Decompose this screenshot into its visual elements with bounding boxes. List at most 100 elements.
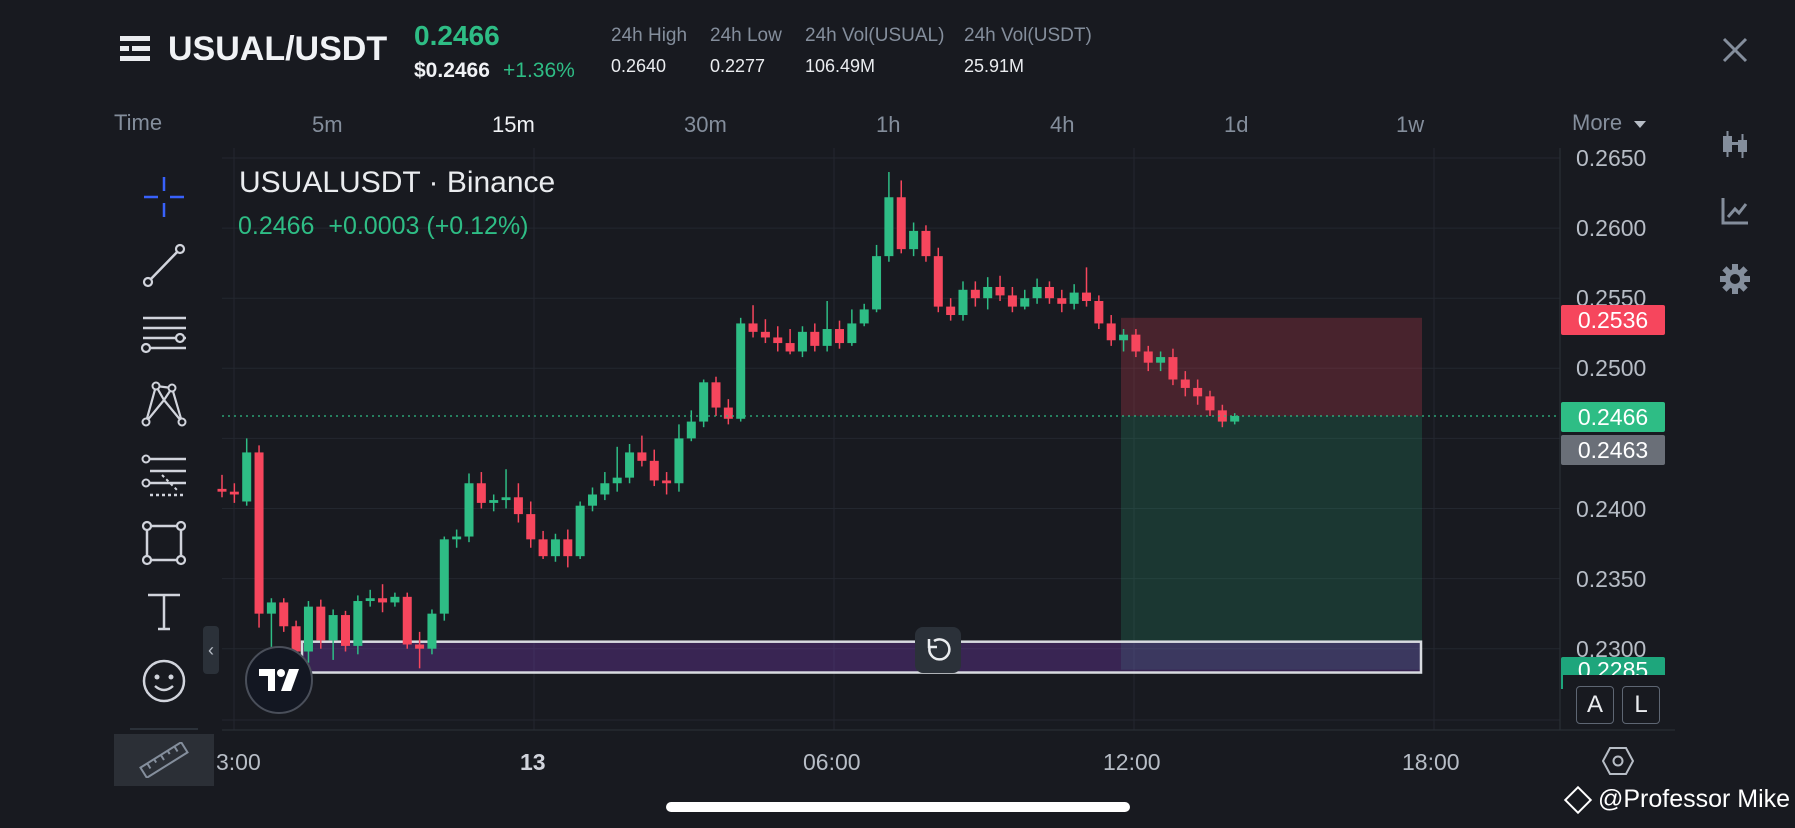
chart-title: USUALUSDT · Binance (239, 166, 556, 199)
tab-4h[interactable]: 4h (1050, 112, 1075, 137)
candle-body (353, 601, 363, 646)
x-tick-label: 13 (520, 749, 546, 775)
candle-body (859, 309, 869, 324)
y-tick-label: 0.2650 (1576, 145, 1647, 171)
candle-body (612, 477, 622, 484)
rectangle-tool[interactable] (134, 517, 194, 569)
tab-15m[interactable]: 15m (492, 112, 535, 137)
tab-1h[interactable]: 1h (876, 112, 901, 137)
candle-body (958, 289, 968, 316)
close-icon[interactable] (1721, 36, 1749, 64)
stat-value-vol-quote: 25.91M (964, 56, 1025, 76)
x-tick-label: 12:00 (1103, 749, 1161, 775)
candle-body (538, 539, 548, 557)
candle-body (242, 452, 252, 502)
gear-icon[interactable] (1719, 263, 1751, 295)
candle-body (1230, 415, 1240, 422)
tab-1w[interactable]: 1w (1396, 112, 1425, 137)
candle-body (476, 483, 486, 503)
reset-icon (927, 638, 951, 661)
candle-body (810, 331, 820, 346)
candle-body (217, 488, 227, 492)
candle-body (229, 491, 239, 495)
watermark: @Professor Mike (1563, 785, 1790, 815)
candle-body (266, 602, 276, 614)
x-tick-label: 3:00 (216, 749, 261, 775)
candle-body (402, 596, 412, 645)
more-dropdown[interactable]: More (1572, 110, 1647, 136)
candle-body (847, 323, 857, 344)
candle-body (452, 536, 462, 540)
reset-chart-button[interactable] (915, 627, 961, 673)
emoji-tool[interactable] (134, 655, 194, 707)
candle-body (711, 382, 721, 408)
y-tick-label: 0.2500 (1576, 355, 1647, 381)
candle-body (526, 514, 536, 540)
candle-body (946, 306, 956, 316)
trend-line-tool[interactable] (134, 239, 194, 291)
log-scale-button[interactable]: L (1622, 686, 1660, 724)
candle-body (686, 421, 696, 439)
axis-settings-icon[interactable] (1601, 746, 1635, 776)
candle-body (699, 382, 709, 422)
candle-body (439, 539, 449, 614)
stop-loss-zone (1121, 317, 1422, 416)
collapse-toolbar-button[interactable]: ‹ (203, 626, 219, 674)
candle-body (662, 480, 672, 484)
candle-body (513, 497, 523, 515)
stop-price-tag: 0.2536 (1561, 305, 1665, 335)
candle-body (1156, 357, 1166, 363)
candle-body (1057, 298, 1067, 304)
y-tick-label: 0.2400 (1576, 496, 1647, 522)
candle-body (674, 438, 684, 484)
prediction-tool[interactable] (134, 449, 194, 501)
candle-body (427, 613, 437, 649)
menu-icon[interactable] (120, 34, 152, 66)
candle-body (378, 598, 388, 603)
text-tool[interactable] (134, 585, 194, 637)
candle-body (785, 343, 795, 352)
last-price: 0.2466 (414, 20, 500, 51)
home-indicator (666, 802, 1130, 812)
stat-label-low: 24h Low (710, 25, 782, 46)
ruler-tool[interactable] (114, 734, 214, 786)
tradingview-logo (245, 646, 313, 714)
tab-1d[interactable]: 1d (1224, 112, 1249, 137)
candle-body (773, 337, 783, 344)
x-tick-label: 06:00 (803, 749, 861, 775)
candle-body (723, 407, 733, 419)
stat-label-vol-quote: 24h Vol(USDT) (964, 25, 1092, 46)
candle-body (341, 615, 350, 646)
auto-scale-button[interactable]: A (1576, 686, 1614, 724)
candle-body (415, 644, 425, 649)
indicator-icon[interactable] (1719, 195, 1751, 227)
candle-body (995, 286, 1005, 296)
candle-body (1106, 323, 1116, 341)
fib-retracement-tool[interactable] (134, 308, 194, 360)
candle-body (489, 500, 499, 503)
candle-body (649, 460, 659, 481)
candlestick-icon[interactable] (1719, 128, 1753, 162)
candle-body (1205, 396, 1215, 411)
tab-5m[interactable]: 5m (312, 112, 343, 137)
candle-body (822, 329, 832, 346)
candle-body (1032, 286, 1042, 299)
candle-body (1082, 292, 1091, 302)
support-zone-rectangle (300, 640, 1423, 674)
target-price-tag-clip: 0.2285 (1561, 657, 1665, 675)
candle-body (1007, 295, 1017, 307)
candle-body (316, 606, 326, 641)
chart-ohlc: 0.2466 +0.0003 (+0.12%) (238, 212, 529, 240)
pair-title[interactable]: USUAL/USDT (168, 30, 388, 68)
candle-body (501, 497, 511, 501)
pattern-tool[interactable] (134, 378, 194, 430)
candle-body (600, 483, 610, 495)
candle-body (884, 197, 894, 257)
candle-body (909, 230, 919, 250)
crosshair-tool[interactable] (134, 171, 194, 223)
candle-body (1131, 334, 1141, 352)
candle-body (365, 598, 375, 602)
stat-value-vol-base: 106.49M (805, 56, 876, 76)
tab-30m[interactable]: 30m (684, 112, 727, 137)
